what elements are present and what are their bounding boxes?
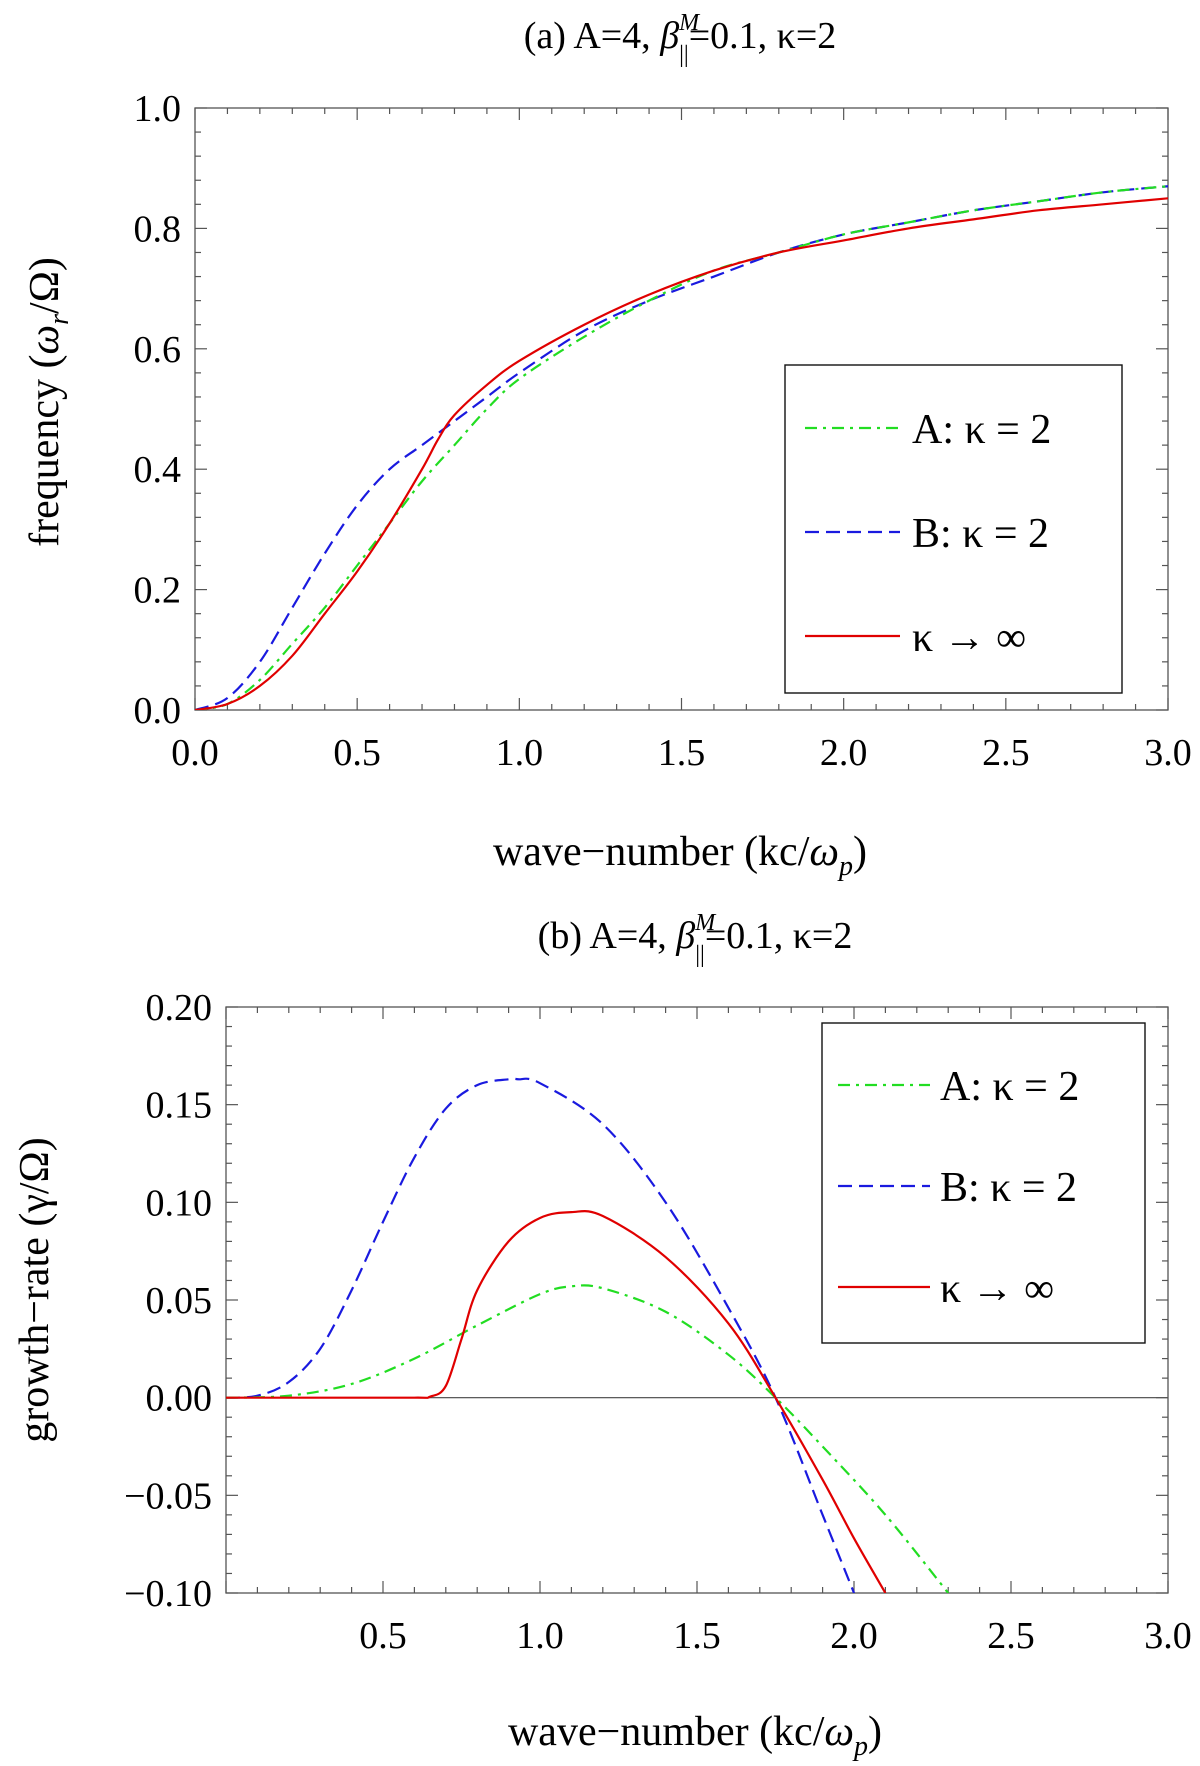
panel-a-title: (a) A=4, βM ||=0.1, κ=2 — [524, 10, 837, 68]
series-line-kappa-infinity — [195, 197, 1168, 710]
y-tick-label: 0.15 — [146, 1085, 213, 1127]
panel-a: (a) A=4, βM ||=0.1, κ=2 0.0 0.5 1.0 1.5 2.0 2.… — [22, 10, 1192, 882]
x-tick-label: 2.5 — [987, 1615, 1035, 1657]
x-tick-label: 3.0 — [1144, 732, 1192, 774]
plot-a: 0.0 0.5 1.0 1.5 2.0 2.5 3.0 0.0 0.2 0.4 0.6 0.8 1.0 A… — [134, 88, 1192, 774]
series-line-a-kappa-2 — [195, 185, 1168, 710]
panel-b-ylabel: growth−rate (γ/Ω) — [12, 1137, 58, 1443]
legend-box — [784, 364, 1123, 694]
y-tick-label: 0.0 — [134, 690, 182, 732]
y-tick-label: 0.20 — [146, 987, 213, 1029]
y-tick-label: 0.6 — [134, 329, 182, 371]
legend-label: A: κ = 2 — [912, 407, 1051, 453]
x-tick-label: 1.0 — [496, 732, 544, 774]
x-tick-label: 2.0 — [820, 732, 868, 774]
plot-b: 0.5 1.0 1.5 2.0 2.5 3.0 −0.10 −0.05 0.00 0.05 0.10… — [124, 987, 1192, 1657]
y-tick-label: −0.05 — [124, 1475, 212, 1517]
legend-label: κ → ∞ — [912, 615, 1026, 661]
x-tick-label: 1.5 — [658, 732, 706, 774]
x-tick-label: 2.0 — [830, 1615, 878, 1657]
series-line-b-kappa-2 — [226, 1077, 856, 1593]
x-tick-label: 0.5 — [333, 732, 381, 774]
y-tick-label: 1.0 — [134, 88, 182, 130]
y-tick-label: 0.05 — [146, 1280, 213, 1322]
panel-b-xlabel: wave−number (kc/ωp) — [508, 1709, 882, 1762]
legend-box — [821, 1022, 1146, 1344]
panel-a-xlabel: wave−number (kc/ωp) — [493, 829, 867, 882]
series-line-a-kappa-2 — [226, 1284, 950, 1593]
panel-a-ylabel: frequency (ωr/Ω) — [22, 257, 75, 547]
panel-b-title: (b) A=4, βM ||=0.1, κ=2 — [538, 910, 853, 968]
x-tick-label: 1.5 — [673, 1615, 721, 1657]
x-tick-label: 0.5 — [359, 1615, 407, 1657]
y-tick-label: 0.8 — [134, 208, 182, 250]
x-tick-label: 2.5 — [982, 732, 1030, 774]
y-tick-label: −0.10 — [124, 1573, 212, 1615]
x-tick-label: 3.0 — [1144, 1615, 1192, 1657]
y-tick-label: 0.10 — [146, 1182, 213, 1224]
y-tick-label: 0.00 — [146, 1378, 213, 1420]
legend-label: A: κ = 2 — [940, 1064, 1079, 1110]
x-tick-label: 1.0 — [516, 1615, 564, 1657]
legend-label: κ → ∞ — [940, 1266, 1054, 1312]
panel-b: (b) A=4, βM ||=0.1, κ=2 0.5 1.0 1.5 2.0 2.5 3.… — [12, 910, 1192, 1762]
y-tick-label: 0.2 — [134, 570, 182, 612]
y-tick-label: 0.4 — [134, 449, 182, 491]
series-line-kappa-infinity — [226, 1210, 887, 1593]
legend-label: B: κ = 2 — [912, 511, 1049, 557]
legend-label: B: κ = 2 — [940, 1165, 1077, 1211]
x-tick-label: 0.0 — [171, 732, 219, 774]
